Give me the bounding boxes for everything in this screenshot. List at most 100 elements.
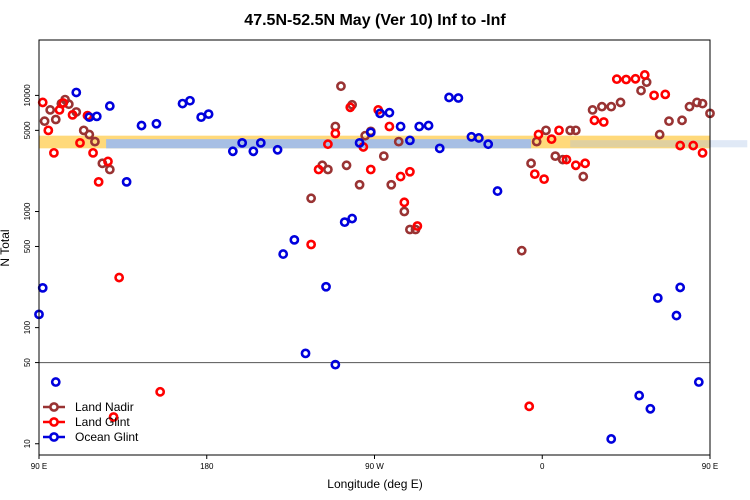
land-glint-point (306, 239, 317, 250)
land-nadir-point (378, 151, 389, 162)
land-nadir-point (323, 164, 333, 175)
land-nadir-point (697, 98, 708, 109)
legend-label-ocean-glint: Ocean Glint (75, 430, 139, 444)
x-tick-label: 0 (540, 462, 545, 471)
ocean-glint-point (634, 390, 645, 401)
land-nadir-point (578, 171, 589, 182)
ocean-glint-point (384, 107, 395, 118)
ocean-glint-point (375, 108, 385, 119)
land-nadir-point (664, 116, 674, 127)
land-nadir-point (684, 101, 695, 112)
land-nadir-point (405, 224, 415, 235)
ocean-glint-point (395, 121, 406, 132)
land-glint-point (155, 386, 166, 397)
land-glint-point (580, 158, 591, 169)
land-glint-point (405, 166, 415, 177)
land-nadir-point (615, 97, 626, 108)
land-nadir-point (677, 115, 687, 126)
land-nadir-point (399, 206, 410, 217)
ocean-glint-point (300, 348, 311, 359)
land-nadir-point (45, 105, 56, 115)
land-nadir-point (565, 125, 576, 136)
land-glint-point (639, 70, 650, 80)
ocean-glint-point (104, 101, 115, 111)
land-glint-point (524, 401, 535, 412)
land-glint-point (570, 160, 581, 171)
land-nadir-point (336, 81, 346, 92)
land-glint-point (412, 221, 423, 231)
ocean-glint-point (365, 127, 376, 138)
x-tick-label: 90 E (31, 462, 47, 471)
y-axis-label: N Total (0, 229, 12, 266)
land-nadir-point (596, 101, 607, 112)
ocean-glint-point (652, 293, 663, 303)
ocean-glint-point (405, 135, 415, 146)
x-tick-label: 180 (200, 462, 214, 471)
land-glint-point (323, 139, 333, 150)
land-glint-point (621, 74, 632, 85)
ocean-glint-point (339, 217, 350, 228)
land-glint-point (67, 109, 78, 120)
ocean-glint-point (237, 137, 248, 148)
land-nadir-point (63, 99, 74, 110)
x-tick-label: 90 W (365, 462, 384, 471)
ocean-glint-point (483, 139, 494, 150)
ocean-glint-point (91, 111, 102, 122)
ocean-glint-point (423, 120, 434, 131)
land-nadir-point (354, 179, 365, 190)
land-glint-point (114, 272, 125, 283)
ocean-glint-point (414, 121, 425, 132)
land-nadir-point (516, 245, 527, 256)
ocean-glint-point (255, 137, 266, 148)
land-glint-point (554, 125, 564, 136)
x-axis-label: Longitude (deg E) (327, 477, 422, 491)
land-glint-point (93, 176, 104, 187)
land-glint-point (43, 125, 54, 136)
land-nadir-point (84, 129, 95, 140)
ocean-band (106, 139, 532, 149)
land-glint-point (697, 147, 708, 158)
land-nadir-point (393, 136, 404, 147)
land-glint-point (75, 137, 85, 148)
chart-title: 47.5N-52.5N May (Ver 10) Inf to -Inf (244, 12, 506, 29)
land-nadir-point (557, 154, 568, 165)
legend-marker-ocean-glint (49, 432, 59, 442)
y-tick-label: 1000 (23, 202, 32, 220)
ocean-glint-point (185, 95, 195, 106)
land-glint-point (330, 128, 341, 139)
ocean-glint-point (453, 93, 464, 103)
ocean-glint-point (227, 146, 238, 157)
x-axis-ticks: 90 E 180 90 W 0 90 E (31, 455, 718, 471)
land-glint-point (649, 90, 659, 101)
land-nadir-point (606, 101, 617, 112)
ocean-glint-point (248, 146, 259, 157)
ocean-glint-point (606, 434, 617, 444)
points-layer (34, 70, 715, 444)
y-tick-label: 5000 (23, 121, 32, 139)
land-glint-point (49, 147, 59, 158)
ocean-glint-point (671, 310, 682, 321)
legend-label-land-nadir: Land Nadir (75, 400, 134, 414)
land-glint-point (108, 412, 119, 422)
ocean-glint-point (473, 133, 484, 143)
ocean-glint-point (136, 120, 147, 131)
ocean-glint-point (693, 377, 704, 387)
ocean-glint-point (272, 144, 283, 155)
land-glint-point (589, 115, 600, 126)
ocean-glint-point (151, 118, 162, 129)
ocean-band-faint (570, 140, 748, 148)
land-nadir-point (50, 114, 61, 125)
land-glint-point (675, 140, 686, 151)
ocean-glint-point (121, 176, 132, 187)
land-nadir-point (636, 85, 646, 96)
y-tick-label: 500 (23, 239, 32, 253)
y-tick-label: 100 (23, 320, 32, 334)
legend-label-land-glint: Land Glint (75, 415, 130, 429)
land-glint-point (399, 197, 410, 208)
y-axis-ticks: 10 50 100 500 1000 5000 10000 (23, 84, 39, 448)
land-glint-point (533, 129, 544, 140)
ocean-glint-point (321, 281, 331, 292)
land-nadir-point (692, 97, 702, 108)
